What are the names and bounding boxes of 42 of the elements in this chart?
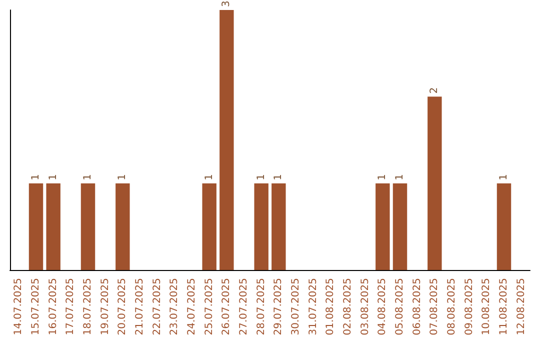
x-tick-label: 02.08.2025 — [342, 278, 354, 336]
x-tick-label: 26.07.2025 — [221, 278, 232, 336]
data-label: 1 — [48, 174, 59, 180]
x-tick-label: 21.07.2025 — [134, 278, 146, 336]
x-tick-label: 07.08.2025 — [429, 278, 440, 336]
x-tick-label: 27.07.2025 — [238, 278, 250, 336]
x-tick-label: 15.07.2025 — [30, 278, 42, 336]
x-tick-label: 01.08.2025 — [325, 278, 336, 336]
data-label: 1 — [204, 174, 215, 180]
x-tick-label: 17.07.2025 — [65, 278, 76, 336]
x-tick-label: 18.07.2025 — [82, 278, 94, 336]
data-label: 1 — [30, 174, 42, 180]
x-tick-label: 10.08.2025 — [481, 278, 492, 336]
data-label: 1 — [273, 174, 284, 180]
x-tick-label: 05.08.2025 — [394, 278, 406, 336]
data-label: 2 — [429, 87, 440, 94]
x-tick-label: 25.07.2025 — [204, 278, 215, 336]
x-tick-label: 11.08.2025 — [498, 278, 510, 336]
x-tick-label: 24.07.2025 — [186, 278, 198, 336]
x-tick-label: 19.07.2025 — [100, 278, 111, 336]
data-label: 1 — [377, 174, 388, 180]
x-tick-label: 06.08.2025 — [412, 278, 423, 336]
x-tick-label: 31.07.2025 — [308, 278, 319, 336]
x-tick-label: 12.08.2025 — [516, 278, 527, 336]
x-tick-label: 14.07.2025 — [13, 278, 24, 336]
x-tick-label: 22.07.2025 — [152, 278, 163, 336]
x-tick-label: 16.07.2025 — [48, 278, 59, 336]
x-tick-label: 23.07.2025 — [169, 278, 180, 336]
data-label: 1 — [394, 174, 406, 180]
x-tick-label: 04.08.2025 — [377, 278, 388, 336]
x-tick-label: 29.07.2025 — [273, 278, 284, 336]
data-label: 1 — [256, 174, 267, 180]
x-tick-label: 09.08.2025 — [464, 278, 475, 336]
data-label: 3 — [221, 0, 232, 7]
x-tick-label: 30.07.2025 — [290, 278, 302, 336]
data-label: 1 — [117, 174, 128, 180]
x-tick-label: 20.07.2025 — [117, 278, 128, 336]
x-tick-label: 28.07.2025 — [256, 278, 267, 336]
data-label: 1 — [498, 174, 510, 180]
x-tick-label: 03.08.2025 — [360, 278, 371, 336]
data-label: 1 — [82, 174, 94, 180]
x-tick-label: 08.08.2025 — [446, 278, 458, 336]
